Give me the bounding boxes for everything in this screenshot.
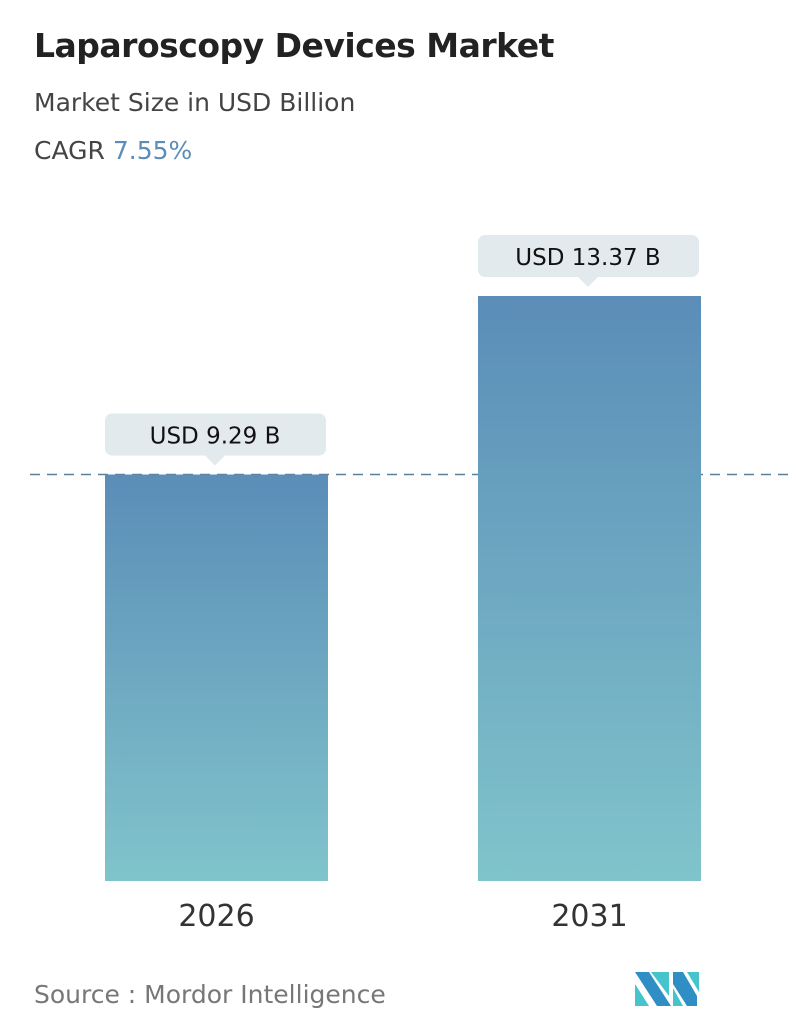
mordor-logo-icon	[635, 972, 699, 1006]
chart-subtitle: Market Size in USD Billion	[34, 88, 356, 117]
chart-title: Laparoscopy Devices Market	[34, 26, 554, 65]
bar-2026	[105, 474, 328, 881]
cagr-value: 7.55%	[112, 136, 193, 165]
data-label-box	[105, 413, 326, 456]
data-label-pointer	[578, 277, 598, 287]
source-text: Source : Mordor Intelligence	[34, 980, 386, 1009]
bar-2031	[478, 296, 701, 881]
data-label: USD 9.29 B	[150, 424, 281, 450]
data-label: USD 13.37 B	[515, 245, 660, 271]
data-label-box	[478, 235, 699, 277]
data-label-pointer	[205, 455, 225, 466]
cagr-label: CAGR	[34, 136, 105, 165]
cagr: CAGR 7.55%	[34, 136, 192, 165]
x-tick-label: 2026	[178, 899, 254, 934]
x-tick-label: 2031	[551, 899, 627, 934]
